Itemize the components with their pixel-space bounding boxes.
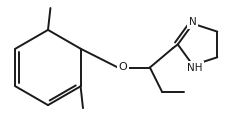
Text: NH: NH [187,63,203,73]
Text: N: N [189,17,197,28]
Text: O: O [119,63,128,72]
